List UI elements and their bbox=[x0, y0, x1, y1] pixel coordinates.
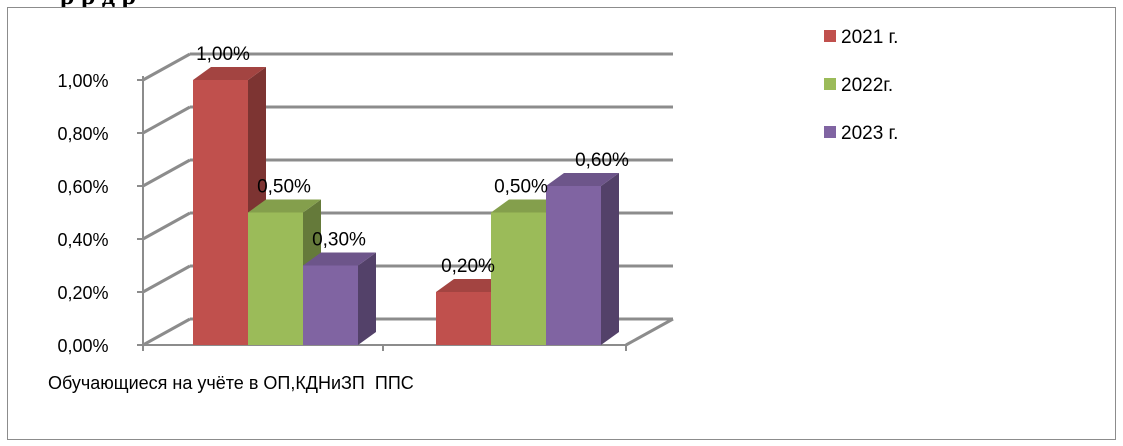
legend-item: 2022г. bbox=[824, 75, 893, 96]
data-label: 1,00% bbox=[196, 44, 250, 65]
data-label: 0,50% bbox=[494, 177, 548, 198]
gridline-side bbox=[142, 211, 191, 241]
y-tick-label: 0,40% bbox=[57, 230, 108, 250]
bar-front bbox=[491, 212, 546, 345]
y-tick-label: 0,80% bbox=[57, 124, 108, 144]
category-label: Обучающиеся на учёте в ОП,КДНиЗП bbox=[48, 373, 365, 393]
floor-edge bbox=[625, 317, 674, 347]
data-label: 0,20% bbox=[441, 256, 495, 277]
gridline-side bbox=[142, 105, 191, 135]
bar-front bbox=[193, 80, 248, 345]
gridline-side bbox=[142, 52, 191, 82]
page-heading-partial: р р д р bbox=[60, 0, 1060, 8]
data-labels: 1,00% 0,50% 0,30% 0,20% 0,50% 0,60% bbox=[196, 44, 629, 277]
legend-label: 2021 г. bbox=[841, 27, 898, 48]
bar bbox=[546, 173, 619, 345]
legend-label: 2022г. bbox=[841, 75, 893, 96]
y-tick-label: 0,00% bbox=[57, 336, 108, 356]
bar-side bbox=[358, 252, 376, 345]
y-tick-label: 0,60% bbox=[57, 177, 108, 197]
gridline-side bbox=[142, 158, 191, 188]
bar-front bbox=[546, 186, 601, 345]
legend: 2021 г. 2022г. 2023 г. bbox=[824, 27, 898, 144]
legend-label: 2023 г. bbox=[841, 123, 898, 144]
legend-swatch bbox=[824, 126, 836, 138]
gridline-side bbox=[142, 317, 191, 347]
category-labels: Обучающиеся на учёте в ОП,КДНиЗП ППС bbox=[48, 373, 414, 393]
legend-swatch bbox=[824, 30, 836, 42]
legend-item: 2023 г. bbox=[824, 123, 898, 144]
gridline-side bbox=[142, 264, 191, 294]
data-label: 0,50% bbox=[257, 177, 311, 198]
bar-front bbox=[303, 265, 358, 345]
bar-front bbox=[248, 212, 303, 345]
legend-swatch bbox=[824, 78, 836, 90]
data-label: 0,60% bbox=[575, 150, 629, 171]
bar-top bbox=[193, 67, 266, 80]
bar-top bbox=[436, 279, 509, 292]
data-label: 0,30% bbox=[312, 230, 366, 251]
bar bbox=[303, 252, 376, 345]
category-label: ППС bbox=[375, 373, 414, 393]
bar-front bbox=[436, 292, 491, 345]
axes: 0,00% 0,20% 0,40% 0,60% 0,80% 1,00% Обучающиес… bbox=[48, 71, 627, 393]
bar-side bbox=[601, 173, 619, 345]
bar-top bbox=[491, 199, 564, 213]
bars bbox=[193, 67, 619, 345]
y-tick-label: 0,20% bbox=[57, 283, 108, 303]
bar-top bbox=[546, 173, 619, 186]
legend-item: 2021 г. bbox=[824, 27, 898, 48]
bar-top bbox=[303, 252, 376, 266]
y-tick-label: 1,00% bbox=[57, 71, 108, 91]
bar-top bbox=[248, 199, 321, 213]
